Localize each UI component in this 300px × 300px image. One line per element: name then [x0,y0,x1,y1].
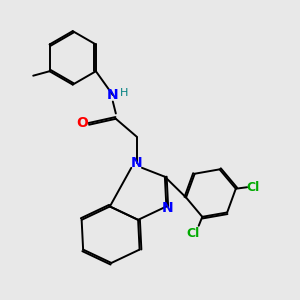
Text: N: N [131,156,142,170]
Text: N: N [162,201,174,215]
Text: N: N [107,88,119,102]
Text: H: H [120,88,128,98]
Text: Cl: Cl [187,227,200,240]
Text: Cl: Cl [246,181,260,194]
Text: O: O [76,116,88,130]
